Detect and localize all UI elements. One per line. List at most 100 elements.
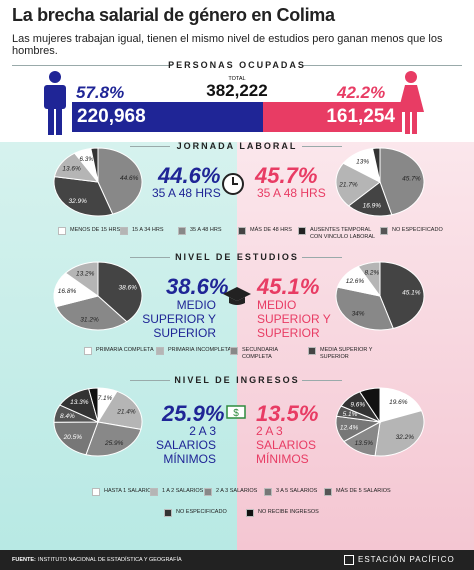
legend-swatch: [230, 347, 238, 355]
legend-swatch: [156, 347, 164, 355]
pie-slice-label: 19.6%: [389, 399, 408, 406]
pie-slice-label: 13.6%: [62, 165, 81, 172]
pie-slice-label: 31.2%: [80, 317, 99, 324]
pie-slice-label: 12.4%: [340, 424, 359, 431]
women-bar: 161,254: [263, 102, 402, 132]
estudios-women-label: MEDIO SUPERIOR Y SUPERIOR: [257, 298, 331, 340]
legend-label: 15 A 34 HRS: [132, 227, 164, 233]
pie-slice: [379, 147, 425, 216]
pie-slice-label: 34%: [352, 311, 365, 318]
legend-label: MEDIA SUPERIOR Y SUPERIOR: [320, 347, 373, 360]
pie-slice: [371, 147, 381, 183]
legend-item: 3 A 5 SALARIOS: [264, 488, 317, 496]
pie-slice-label: 45.1%: [402, 289, 421, 296]
legend-swatch: [58, 227, 66, 235]
legend-item: PRIMARIA COMPLETA: [84, 347, 154, 355]
pie-slice-label: 21.7%: [338, 181, 358, 188]
legend-item: MENOS DE 15 HRS: [58, 227, 120, 235]
pie-slice-label: 7.1%: [98, 395, 113, 402]
legend-item: PRIMARIA INCOMPLETA: [156, 347, 231, 355]
pie-ingresos-women: 19.6% 32.2% 13.5% 12.4% 5.1% 9.6%: [335, 387, 425, 457]
pie-slice: [97, 261, 143, 323]
section-title-jornada: JORNADA LABORAL: [176, 141, 298, 151]
legend-label: AUSENTES TEMPORAL CON VINCULO LABORAL: [310, 227, 376, 240]
pie-slice: [357, 261, 381, 298]
pie-slice: [347, 181, 393, 217]
pie-slice-label: 8.4%: [60, 413, 75, 420]
pie-ingresos-men: 7.1%21.4% 25.9% 20.5% 8.4% 13.3%: [53, 387, 143, 457]
money-icon: $: [226, 405, 246, 419]
legend-swatch: [84, 347, 92, 355]
divider: [302, 146, 342, 147]
pie-slice: [55, 295, 128, 331]
legend-item: 2 A 3 SALARIOS: [204, 488, 257, 496]
page-subtitle: Las mujeres trabajan igual, tienen el mi…: [12, 33, 443, 57]
legend-item: 15 A 34 HRS: [120, 227, 164, 235]
pie-slice-label: 21.4%: [116, 408, 136, 415]
legend-swatch: [246, 509, 254, 517]
pie-slice-label: 6.3%: [79, 156, 94, 163]
legend-item: NO RECIBE INGRESOS: [246, 509, 319, 517]
pie-slice: [53, 272, 100, 308]
pie-slice-label: 13.5%: [355, 440, 374, 447]
pie-slice: [97, 390, 143, 430]
pie-slice: [97, 147, 143, 215]
svg-text:$: $: [233, 408, 239, 419]
section-title-estudios: NIVEL DE ESTUDIOS: [175, 252, 299, 262]
divider: [130, 146, 170, 147]
men-count: 220,968: [77, 106, 146, 127]
pie-jornada-women: 45.7% 16.9% 21.7% 13%: [335, 147, 425, 217]
estudios-men-pct: 38.6%: [166, 274, 229, 299]
legend-swatch: [92, 488, 100, 496]
pie-slice: [374, 410, 425, 457]
legend-item: 1 A 2 SALARIOS: [150, 488, 203, 496]
pie-slice-label: 44.6%: [120, 175, 139, 182]
pie-slice: [335, 162, 381, 207]
pie-slice-label: 38.6%: [118, 284, 137, 291]
total-label: TOTAL: [228, 76, 246, 82]
total-value: 382,222: [206, 81, 268, 100]
graduation-cap-icon: [223, 287, 251, 305]
pie-slice-label: 16.9%: [363, 203, 382, 210]
men-percent: 57.8%: [76, 83, 125, 102]
pie-slice-label: 32.9%: [69, 198, 88, 205]
pie-slice-label: 25.9%: [104, 440, 124, 447]
legend-label: MÁS DE 48 HRS: [250, 227, 292, 233]
legend-swatch: [324, 488, 332, 496]
footer-source: INSTITUTO NACIONAL DE ESTADÍSTICA Y GEOG…: [38, 557, 182, 563]
legend-label: MÁS DE 5 SALARIOS: [336, 488, 391, 494]
legend-label: 2 A 3 SALARIOS: [216, 488, 258, 494]
pie-slice: [379, 261, 425, 330]
ingresos-women-pct: 13.5%: [256, 401, 319, 426]
legend-label: 1 A 2 SALARIOS: [162, 488, 204, 494]
legend-swatch: [164, 509, 172, 517]
men-bar: 220,968: [72, 102, 263, 132]
brand-name: ESTACIÓN PACÍFICO: [358, 555, 455, 564]
pie-slice-label: 9.6%: [350, 402, 365, 409]
pie-slice-label: 8.2%: [365, 269, 380, 276]
brand-logo-icon: [344, 555, 354, 565]
section-title-ocupadas: PERSONAS OCUPADAS: [168, 60, 306, 70]
pie-slice-label: 13.2%: [76, 271, 95, 278]
divider: [130, 380, 170, 381]
ingresos-men-label: 2 A 3 SALARIOS MÍNIMOS: [155, 424, 216, 466]
legend-swatch: [298, 227, 306, 235]
pie-slice-label: 5.1%: [343, 411, 358, 418]
legend-swatch: [264, 488, 272, 496]
legend-label: PRIMARIA COMPLETA: [96, 347, 154, 353]
pie-slice-label: 12.6%: [346, 278, 365, 285]
legend-swatch: [308, 347, 316, 355]
jornada-women-pct: 45.7%: [255, 163, 318, 188]
legend-label: NO RECIBE INGRESOS: [258, 509, 319, 515]
footer-source-label: FUENTE:: [12, 557, 36, 563]
divider: [302, 257, 342, 258]
legend-label: NO ESPECIFICADO: [392, 227, 443, 233]
jornada-men-pct: 44.6%: [158, 163, 221, 188]
pie-estudios-men: 38.6% 31.2% 16.8% 13.2%: [53, 261, 143, 331]
legend-label: 3 A 5 SALARIOS: [276, 488, 318, 494]
man-icon: [44, 71, 66, 135]
pie-slice: [359, 387, 381, 424]
pie-slice-label: 13%: [356, 158, 369, 165]
legend-swatch: [120, 227, 128, 235]
pie-slice: [335, 286, 394, 331]
